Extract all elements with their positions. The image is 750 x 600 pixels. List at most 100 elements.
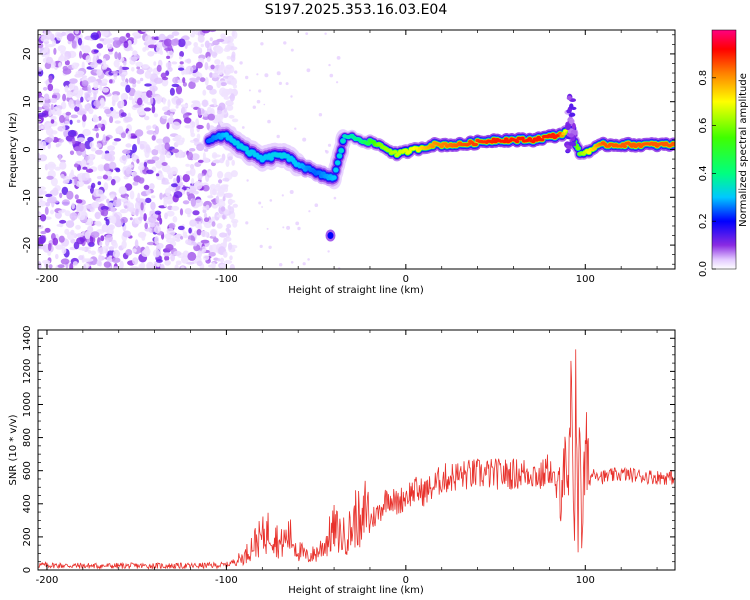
heatmap-cell <box>203 212 208 219</box>
heatmap-cell <box>290 261 294 264</box>
heatmap-cell <box>131 152 137 161</box>
heatmap-cell <box>52 237 59 246</box>
heatmap-cell <box>171 83 180 88</box>
heatmap-cell <box>42 86 48 91</box>
heatmap-cell <box>137 165 145 171</box>
heatmap-cell <box>192 210 200 216</box>
heatmap-cell <box>189 164 195 169</box>
heatmap-cell <box>211 72 219 78</box>
heatmap-cell <box>185 163 190 167</box>
colorbar: 0.0 0.2 0.4 0.6 0.8 Normalized spectral ampl… <box>698 29 749 277</box>
heatmap-cell <box>212 154 221 158</box>
heatmap-cell <box>87 185 92 189</box>
heatmap-cell <box>135 208 139 217</box>
heatmap-cell <box>105 239 110 247</box>
heatmap-cell <box>155 160 163 169</box>
heatmap-cell <box>196 260 203 267</box>
heatmap-cell <box>45 44 49 53</box>
colorbar-frame <box>711 29 737 270</box>
heatmap-cell <box>175 260 182 266</box>
heatmap-cell <box>181 106 186 115</box>
x-tick-label: 100 <box>576 575 595 586</box>
spectrogram-x-label: Height of straight line (km) <box>288 285 424 296</box>
heatmap-cell <box>108 246 115 251</box>
heatmap-cell <box>112 39 121 48</box>
heatmap-cell <box>110 179 116 186</box>
heatmap-cell <box>61 186 69 196</box>
heatmap-cell <box>295 221 300 226</box>
heatmap-cell <box>197 107 202 117</box>
heatmap-cell <box>102 134 107 143</box>
heatmap-cell <box>193 180 203 190</box>
heatmap-cell <box>125 32 131 38</box>
heatmap-cell <box>216 80 222 89</box>
heatmap-cell <box>48 110 52 117</box>
heatmap-cell <box>145 188 151 195</box>
heatmap-cell <box>184 208 192 215</box>
heatmap-cell <box>112 141 118 146</box>
heatmap-cell <box>226 55 231 60</box>
colorbar-tick-label: 0.0 <box>698 261 709 277</box>
heatmap-cell <box>151 149 159 156</box>
heatmap-cell <box>105 170 113 176</box>
heatmap-cell <box>211 204 218 209</box>
heatmap-cell <box>201 30 211 34</box>
heatmap-cell <box>59 161 67 170</box>
heatmap-cell <box>169 108 177 113</box>
heatmap-cell <box>228 114 235 119</box>
heatmap-cell <box>218 69 223 75</box>
heatmap-cell <box>79 50 83 59</box>
heatmap-cell <box>59 192 63 199</box>
heatmap-cell <box>182 77 186 84</box>
heatmap-cell <box>56 108 62 117</box>
heatmap-cell <box>230 79 237 86</box>
heatmap-cell <box>151 195 156 199</box>
heatmap-cell <box>87 136 94 142</box>
heatmap-cell <box>173 250 182 257</box>
figure-title: S197.2025.353.16.03.E04 <box>265 2 448 18</box>
heatmap-cell <box>209 187 213 196</box>
heatmap-cell <box>121 154 127 161</box>
heatmap-cell <box>93 92 97 100</box>
heatmap-cell <box>88 241 95 247</box>
heatmap-cell <box>165 61 172 69</box>
heatmap-cell <box>161 181 170 185</box>
x-tick-label: -100 <box>215 274 238 285</box>
heatmap-cell <box>131 78 137 85</box>
x-tick-label: -200 <box>36 575 59 586</box>
heatmap-cell <box>569 103 574 109</box>
heatmap-cell <box>203 148 209 152</box>
heatmap-cell <box>217 200 226 208</box>
heatmap-cell <box>234 140 240 146</box>
heatmap-cell <box>136 80 141 84</box>
heatmap-cell <box>209 244 213 253</box>
heatmap-cell <box>75 203 84 212</box>
heatmap-cell <box>215 195 220 204</box>
heatmap-cell <box>62 68 72 75</box>
heatmap-cell <box>125 143 132 148</box>
heatmap-cell <box>45 193 53 198</box>
heatmap-cell <box>89 256 98 266</box>
heatmap-cell <box>70 169 74 177</box>
heatmap-cell <box>184 43 188 49</box>
heatmap-cell <box>631 142 637 146</box>
heatmap-cell <box>171 148 179 153</box>
heatmap-cell <box>155 266 161 269</box>
heatmap-cell <box>131 98 136 106</box>
heatmap-cell <box>122 230 132 238</box>
heatmap-cell <box>134 239 139 249</box>
heatmap-cell <box>112 114 120 119</box>
heatmap-cell <box>178 38 186 48</box>
heatmap-cell <box>56 223 64 227</box>
heatmap-cell <box>392 150 398 154</box>
heatmap-cell <box>87 97 96 101</box>
heatmap-cell <box>53 47 57 55</box>
y-tick-label: 800 <box>22 428 33 447</box>
heatmap-cell <box>47 83 54 92</box>
heatmap-cell <box>111 257 121 264</box>
heatmap-cell <box>87 249 92 254</box>
heatmap-cell <box>336 56 341 60</box>
heatmap-cell <box>82 128 91 137</box>
heatmap-cell <box>164 142 170 151</box>
